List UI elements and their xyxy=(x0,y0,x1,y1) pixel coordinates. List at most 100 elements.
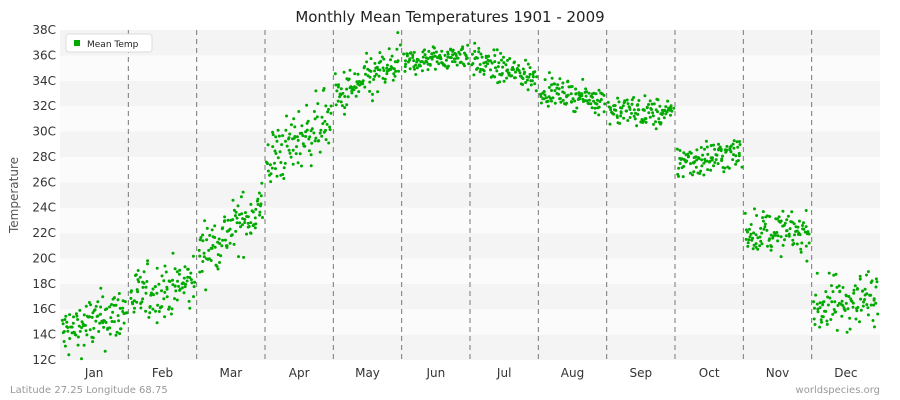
data-point xyxy=(378,68,382,72)
data-point xyxy=(521,77,525,81)
data-point xyxy=(148,305,152,308)
data-point xyxy=(664,105,668,109)
data-point xyxy=(444,58,448,62)
data-point xyxy=(815,302,819,306)
data-point xyxy=(177,272,181,276)
data-point xyxy=(777,215,781,219)
data-point xyxy=(94,319,98,323)
data-point xyxy=(824,309,828,313)
data-point xyxy=(91,311,95,315)
data-point xyxy=(232,242,236,246)
data-point xyxy=(737,154,741,158)
data-point xyxy=(244,211,247,215)
data-point xyxy=(218,242,222,245)
data-point xyxy=(524,58,527,62)
data-point xyxy=(787,234,791,238)
data-point xyxy=(775,217,779,221)
data-point xyxy=(455,63,459,67)
data-point xyxy=(765,228,769,232)
data-point xyxy=(289,155,293,159)
data-point xyxy=(193,280,197,284)
data-point xyxy=(327,141,331,145)
data-point xyxy=(712,143,715,147)
data-point xyxy=(246,221,250,225)
data-point xyxy=(821,315,825,319)
chart-title: Monthly Mean Temperatures 1901 - 2009 xyxy=(295,8,605,26)
data-point xyxy=(221,238,225,242)
data-point xyxy=(76,343,80,347)
data-point xyxy=(412,59,416,63)
data-point xyxy=(669,104,673,108)
data-point xyxy=(176,279,179,283)
data-point xyxy=(430,57,434,61)
data-point xyxy=(326,110,330,114)
data-point xyxy=(287,148,291,152)
data-point xyxy=(365,51,369,55)
data-point xyxy=(434,50,438,54)
data-point xyxy=(758,244,762,248)
data-point xyxy=(283,161,287,165)
data-point xyxy=(242,255,246,259)
data-point xyxy=(91,336,95,340)
data-point xyxy=(275,139,279,143)
data-point xyxy=(201,233,205,237)
data-point xyxy=(725,148,729,152)
x-tick-label: Jun xyxy=(425,366,445,380)
data-point xyxy=(614,108,618,112)
data-point xyxy=(514,70,517,74)
data-point xyxy=(698,172,702,175)
data-point xyxy=(632,108,636,112)
data-point xyxy=(542,90,546,94)
data-point xyxy=(123,300,127,304)
data-point xyxy=(62,340,66,343)
data-point xyxy=(405,52,409,56)
data-point xyxy=(171,251,175,255)
data-point xyxy=(343,95,347,98)
data-point xyxy=(327,107,330,111)
data-point xyxy=(314,89,318,93)
data-point xyxy=(670,109,674,113)
data-point xyxy=(307,149,311,153)
data-point xyxy=(322,87,326,90)
data-point xyxy=(183,265,187,269)
data-point xyxy=(282,177,286,180)
data-point xyxy=(403,69,407,73)
data-point xyxy=(529,83,533,87)
data-point xyxy=(274,167,277,171)
data-point xyxy=(470,52,474,56)
data-point xyxy=(266,169,270,173)
data-point xyxy=(734,162,738,166)
data-point xyxy=(334,83,338,87)
data-point xyxy=(336,99,340,103)
data-point xyxy=(136,269,140,272)
data-point xyxy=(247,225,251,228)
grid-band xyxy=(60,258,880,284)
data-point xyxy=(318,131,322,135)
data-point xyxy=(135,300,139,304)
data-point xyxy=(141,297,145,301)
data-point xyxy=(285,114,288,118)
data-point xyxy=(689,151,693,155)
data-point xyxy=(85,333,89,337)
month-separators xyxy=(127,30,813,360)
data-point xyxy=(144,285,148,289)
data-point xyxy=(813,323,817,326)
data-point xyxy=(758,235,762,239)
data-point xyxy=(553,89,557,93)
data-point xyxy=(763,225,767,229)
data-point xyxy=(701,153,705,157)
data-point xyxy=(833,310,837,314)
data-point xyxy=(98,321,102,325)
data-point xyxy=(155,291,159,295)
data-point xyxy=(102,325,106,329)
data-point xyxy=(364,72,367,76)
data-point xyxy=(132,310,136,314)
data-point xyxy=(173,267,177,271)
data-point xyxy=(633,117,637,121)
data-point xyxy=(747,227,751,231)
data-point xyxy=(238,221,242,225)
data-point xyxy=(705,145,709,149)
data-point xyxy=(74,333,78,337)
data-point xyxy=(456,56,460,60)
data-point xyxy=(249,231,253,235)
